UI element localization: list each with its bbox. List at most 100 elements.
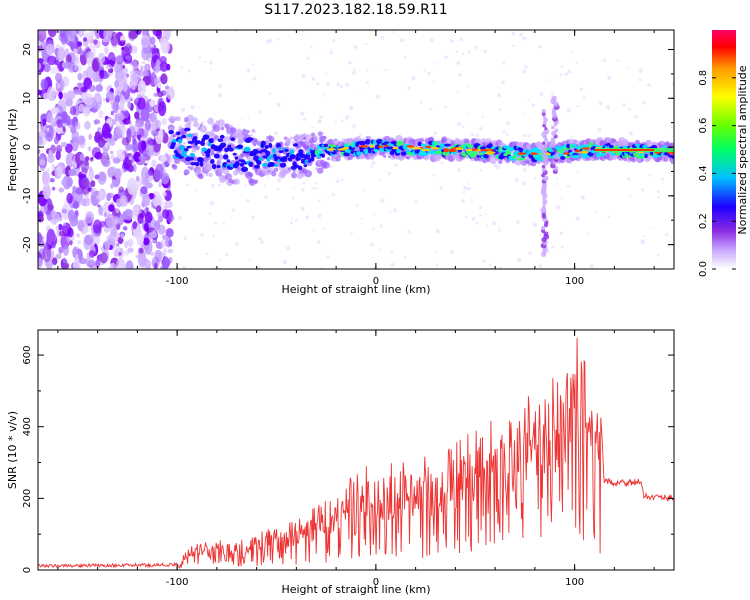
spectrogram-speckle <box>466 186 471 191</box>
spectrogram-speckle <box>355 203 359 207</box>
spectrogram-noise-blob <box>88 250 96 259</box>
spectrogram-frame <box>37 29 675 270</box>
spectrogram-noise-blob <box>142 237 150 246</box>
spectrogram-speckle <box>534 177 537 180</box>
spectrogram-speckle <box>252 76 257 81</box>
spectrogram-speckle <box>665 233 669 237</box>
spectrogram-speckle <box>462 125 465 128</box>
spectrogram-speckle <box>485 212 488 215</box>
spectrogram-speckle <box>559 73 563 77</box>
spectrogram-noise-blob <box>147 138 156 146</box>
spectrogram-speckle <box>626 177 631 181</box>
spectrogram-core-blob <box>230 137 236 141</box>
spectrogram-core-blob <box>268 162 276 167</box>
spectrogram-streak-blob <box>551 125 555 130</box>
spectrogram-noise-blob <box>114 80 120 88</box>
spectrogram-band-blob <box>287 138 291 142</box>
spectrogram-speckle <box>531 103 535 107</box>
spectrogram-band-blob <box>623 157 628 162</box>
spectrogram-hot-spot <box>455 147 463 150</box>
spectrogram-hot-spot <box>326 148 336 151</box>
spectrogram-hot-spot <box>412 147 422 150</box>
spectrogram-noise-blob <box>125 55 131 60</box>
spectrogram-noise-blob <box>65 54 72 64</box>
spectrogram-speckle <box>457 168 461 173</box>
spectrogram-core-blob <box>289 149 295 155</box>
spectrogram-speckle <box>463 185 468 190</box>
spectrogram-band-blob <box>322 161 330 169</box>
spectrogram-speckle <box>616 59 620 62</box>
spectrogram-band-blob <box>183 142 186 145</box>
spectrogram-noise-blob <box>157 101 167 117</box>
spectrogram-speckle <box>394 163 398 167</box>
spectrogram-hot-spot <box>342 146 349 150</box>
spectrogram-noise-blob <box>118 251 122 256</box>
spectrogram-speckle <box>266 39 271 44</box>
spectrogram-speckle <box>407 230 411 234</box>
spectrogram-streak-blob <box>543 128 550 135</box>
spectrogram-speckle <box>390 262 395 268</box>
spectrogram-speckle <box>292 186 295 189</box>
spectrogram-core-blob <box>364 139 372 145</box>
spectrogram-speckle <box>403 255 407 259</box>
spectrogram-speckle <box>606 105 611 110</box>
spectrogram-noise-blob <box>133 151 142 163</box>
spectrogram-band-blob <box>323 135 327 140</box>
spectrogram-noise-blob <box>159 61 169 72</box>
spectrogram-speckle <box>317 199 321 202</box>
spectrogram-speckle <box>458 73 463 77</box>
spectrogram-speckle <box>464 215 468 219</box>
spectrogram-speckle <box>322 228 325 231</box>
spectrogram-speckle <box>433 80 436 83</box>
spectrogram-speckle <box>411 76 416 81</box>
spectrogram-noise-blob <box>111 216 120 226</box>
spectrogram-streak-blob <box>542 175 549 182</box>
spectrogram-speckle <box>506 121 510 126</box>
spectrogram-band-blob <box>327 157 331 161</box>
spectrogram-core-blob <box>246 137 254 141</box>
spectrogram-noise-blob <box>110 110 115 116</box>
spectrogram-core-blob <box>228 147 234 152</box>
spectrogram-speckle <box>210 183 215 188</box>
spectrogram-noise-blob <box>54 166 62 179</box>
spectrogram-hot-spot <box>575 149 580 153</box>
spectrogram-noise-blob <box>122 80 128 93</box>
spectrogram-core-blob <box>190 153 196 158</box>
spectrogram-noise-blob <box>145 260 152 268</box>
spectrogram-band-blob <box>268 135 275 142</box>
snr-ticks: -100 0 100 0 200 400 600 <box>22 330 674 588</box>
spectrogram-core-blob <box>396 148 401 154</box>
spectrogram-speckle <box>575 216 580 221</box>
spectrogram-speckle <box>470 133 475 137</box>
spectrogram-xtick-label: 100 <box>565 276 584 287</box>
spectrogram-noise-blob <box>152 30 162 37</box>
spectrogram-speckle <box>440 161 444 165</box>
spectrogram-hot-spot <box>421 148 431 152</box>
spectrogram-noise-blob <box>38 62 42 71</box>
spectrogram-noise-blob <box>158 181 162 188</box>
spectrogram-band-blob <box>248 172 254 177</box>
spectrogram-speckle <box>420 101 423 104</box>
spectrogram-speckle <box>214 221 218 225</box>
spectrogram-speckle <box>213 113 216 116</box>
spectrogram-speckle <box>517 257 522 262</box>
spectrogram-noise-blob <box>93 39 98 45</box>
spectrogram-noise-blob <box>144 211 153 224</box>
spectrogram-noise-blob <box>69 139 74 144</box>
spectrogram-noise-blob <box>107 192 114 199</box>
spectrogram-speckle <box>366 69 369 72</box>
spectrogram-noise-blob <box>46 43 54 56</box>
spectrogram-core-blob <box>268 142 273 149</box>
spectrogram-speckle <box>642 100 647 105</box>
spectrogram-core-blob <box>503 145 511 149</box>
spectrogram-streak-blob <box>541 164 546 169</box>
spectrogram-noise-blob <box>132 138 137 145</box>
spectrogram-noise-blob <box>62 222 67 226</box>
spectrogram-noise-blob <box>102 146 108 157</box>
spectrogram-noise-blob <box>77 82 83 87</box>
spectrogram-noise-blob <box>76 45 82 55</box>
spectrogram-streak-blob <box>543 231 549 237</box>
spectrogram-band-blob <box>290 172 298 179</box>
spectrogram-noise-blob <box>122 67 128 75</box>
